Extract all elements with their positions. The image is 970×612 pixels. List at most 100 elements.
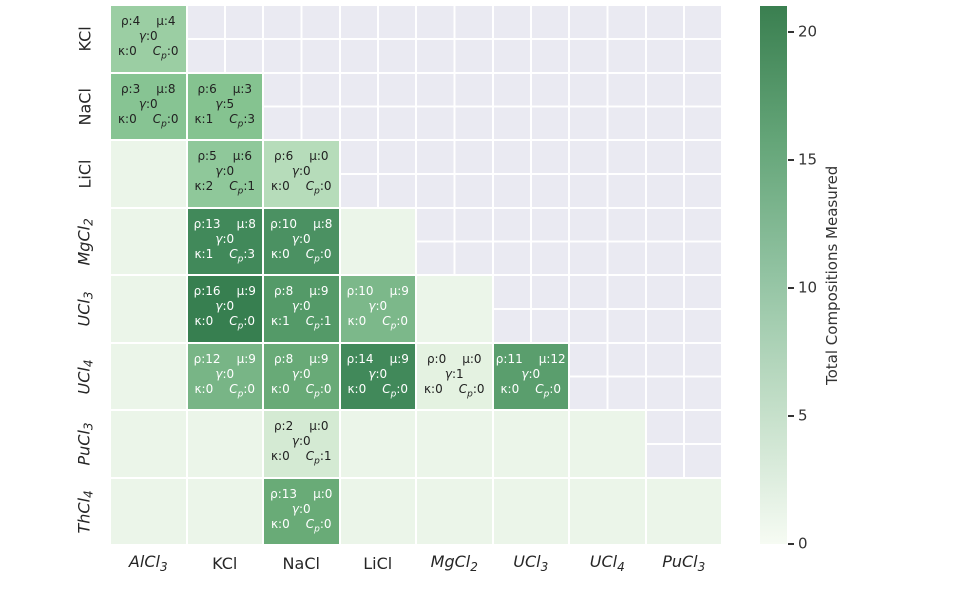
colorbar-tick-label: 20: [798, 22, 818, 41]
cell-annotation: ρ:11 μ:12 γ:0 κ:0 Cp:0: [495, 351, 566, 399]
x-tick-label: UCl3: [513, 551, 549, 575]
heatmap-masked-cell: [416, 72, 493, 140]
heatmap-masked-cell: [645, 140, 722, 208]
colorbar-tick-label: 0: [798, 534, 808, 553]
heatmap-cell: [110, 207, 187, 275]
y-tick-label: KCl: [75, 26, 95, 52]
heatmap-masked-cell: [416, 140, 493, 208]
colorbar-tick-mark: [788, 286, 794, 289]
cell-annotation: ρ:0 μ:0 γ:1 κ:0 Cp:0: [423, 351, 485, 399]
heatmap-masked-cell: [339, 140, 416, 208]
heatmap-masked-cell: [569, 140, 646, 208]
heatmap-masked-cell: [416, 207, 493, 275]
x-tick-label: AlCl3: [128, 551, 168, 575]
cell-annotation: ρ:6 μ:3 γ:5 κ:1 Cp:3: [194, 81, 256, 129]
y-tick-label: NaCl: [75, 87, 95, 125]
colorbar-tick-label: 10: [798, 278, 818, 297]
heatmap-cell: [110, 140, 187, 208]
heatmap-cell: ρ:3 μ:8 γ:0 κ:0 Cp:0: [110, 72, 187, 140]
cell-annotation: ρ:6 μ:0 γ:0 κ:0 Cp:0: [270, 149, 332, 197]
x-tick-label: NaCl: [282, 553, 320, 573]
y-tick-label: ThCl4: [74, 489, 96, 533]
colorbar-gradient: [760, 6, 787, 544]
heatmap-cell: [339, 410, 416, 478]
heatmap-masked-cell: [416, 5, 493, 73]
heatmap-masked-cell: [339, 72, 416, 140]
heatmap-masked-cell: [645, 207, 722, 275]
colorbar-tick-mark: [788, 543, 794, 545]
heatmap-masked-cell: [645, 342, 722, 410]
heatmap-masked-cell: [569, 275, 646, 343]
heatmap-masked-cell: [645, 5, 722, 73]
heatmap-masked-cell: [569, 342, 646, 410]
heatmap-cell: ρ:6 μ:3 γ:5 κ:1 Cp:3: [186, 72, 263, 140]
heatmap-cell: [569, 410, 646, 478]
y-tick-label: UCl4: [74, 358, 96, 394]
x-tick-label: UCl4: [589, 551, 625, 575]
heatmap-cell: [186, 410, 263, 478]
heatmap-cell: [645, 477, 722, 545]
cell-annotation: ρ:14 μ:9 γ:0 κ:0 Cp:0: [346, 351, 409, 399]
cell-annotation: ρ:13 μ:0 γ:0 κ:0 Cp:0: [270, 486, 333, 534]
heatmap-cell: ρ:6 μ:0 γ:0 κ:0 Cp:0: [263, 140, 340, 208]
heatmap-masked-cell: [645, 275, 722, 343]
cell-annotation: ρ:2 μ:0 γ:0 κ:0 Cp:1: [270, 419, 332, 467]
heatmap-masked-cell: [492, 275, 569, 343]
heatmap-cell: ρ:14 μ:9 γ:0 κ:0 Cp:0: [339, 342, 416, 410]
heatmap-cell: ρ:8 μ:9 γ:0 κ:0 Cp:0: [263, 342, 340, 410]
y-tick-label: UCl3: [74, 291, 96, 327]
heatmap-cell: ρ:13 μ:8 γ:0 κ:1 Cp:3: [186, 207, 263, 275]
heatmap-cell: [110, 477, 187, 545]
heatmap-cell: ρ:10 μ:9 γ:0 κ:0 Cp:0: [339, 275, 416, 343]
heatmap-masked-cell: [569, 5, 646, 73]
heatmap-cell: [110, 275, 187, 343]
heatmap-masked-cell: [492, 207, 569, 275]
cell-annotation: ρ:5 μ:6 γ:0 κ:2 Cp:1: [194, 149, 256, 197]
heatmap-cell: [416, 477, 493, 545]
x-tick-label: MgCl2: [430, 551, 478, 575]
cell-annotation: ρ:8 μ:9 γ:0 κ:0 Cp:0: [270, 351, 332, 399]
y-tick-label: MgCl2: [74, 217, 96, 265]
cell-annotation: ρ:4 μ:4 γ:0 κ:0 Cp:0: [117, 14, 179, 62]
heatmap-cell: [110, 410, 187, 478]
heatmap-masked-cell: [645, 72, 722, 140]
cell-annotation: ρ:12 μ:9 γ:0 κ:0 Cp:0: [193, 351, 256, 399]
heatmap-cell: [416, 410, 493, 478]
heatmap-masked-cell: [569, 72, 646, 140]
heatmap-cell: [110, 342, 187, 410]
colorbar-label: Total Compositions Measured: [823, 165, 841, 385]
heatmap-cell: ρ:11 μ:12 γ:0 κ:0 Cp:0: [492, 342, 569, 410]
heatmap-cell: ρ:0 μ:0 γ:1 κ:0 Cp:0: [416, 342, 493, 410]
cell-annotation: ρ:13 μ:8 γ:0 κ:1 Cp:3: [193, 216, 256, 264]
x-tick-label: KCl: [212, 553, 238, 573]
heatmap-masked-cell: [492, 140, 569, 208]
heatmap-cell: ρ:2 μ:0 γ:0 κ:0 Cp:1: [263, 410, 340, 478]
heatmap-cell: [569, 477, 646, 545]
heatmap-cell: ρ:8 μ:9 γ:0 κ:1 Cp:1: [263, 275, 340, 343]
x-tick-label: PuCl3: [662, 551, 706, 575]
heatmap-cell: [492, 477, 569, 545]
cell-annotation: ρ:16 μ:9 γ:0 κ:0 Cp:0: [193, 284, 256, 332]
colorbar-tick-label: 5: [798, 406, 808, 425]
heatmap-masked-cell: [263, 5, 340, 73]
heatmap-cell: ρ:4 μ:4 γ:0 κ:0 Cp:0: [110, 5, 187, 73]
cell-annotation: ρ:10 μ:8 γ:0 κ:0 Cp:0: [270, 216, 333, 264]
colorbar-tick-mark: [788, 158, 794, 161]
heatmap-masked-cell: [492, 72, 569, 140]
heatmap-masked-cell: [339, 5, 416, 73]
y-tick-label: LiCl: [75, 159, 95, 189]
heatmap-cell: [339, 207, 416, 275]
heatmap-plot-area: ρ:4 μ:4 γ:0 κ:0 Cp:0 ρ:3 μ:8 γ:0 κ:0 Cp:0 ρ:6 μ:3 γ:…: [110, 5, 722, 545]
y-tick-label: PuCl3: [74, 422, 96, 466]
heatmap-cell: ρ:12 μ:9 γ:0 κ:0 Cp:0: [186, 342, 263, 410]
colorbar-tick-mark: [788, 30, 794, 33]
heatmap-cell: [339, 477, 416, 545]
heatmap-cell: [186, 477, 263, 545]
x-tick-label: LiCl: [363, 553, 393, 573]
heatmap-cell: [416, 275, 493, 343]
heatmap-cell: ρ:5 μ:6 γ:0 κ:2 Cp:1: [186, 140, 263, 208]
cell-annotation: ρ:3 μ:8 γ:0 κ:0 Cp:0: [117, 81, 179, 129]
cell-annotation: ρ:8 μ:9 γ:0 κ:1 Cp:1: [270, 284, 332, 332]
heatmap-masked-cell: [263, 72, 340, 140]
